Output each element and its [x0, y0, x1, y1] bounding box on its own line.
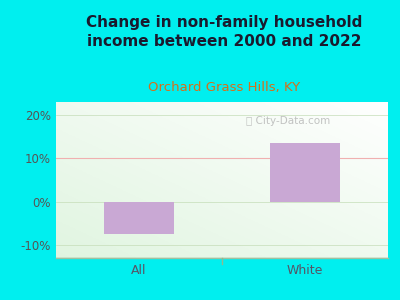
Text: All: All	[131, 263, 147, 277]
Bar	[104, 202, 174, 234]
Text: ⓘ City-Data.com: ⓘ City-Data.com	[246, 116, 330, 126]
Text: Orchard Grass Hills, KY: Orchard Grass Hills, KY	[148, 81, 300, 94]
Text: Change in non-family household
income between 2000 and 2022: Change in non-family household income be…	[86, 15, 362, 49]
Bar	[270, 143, 340, 202]
Text: White: White	[287, 263, 323, 277]
